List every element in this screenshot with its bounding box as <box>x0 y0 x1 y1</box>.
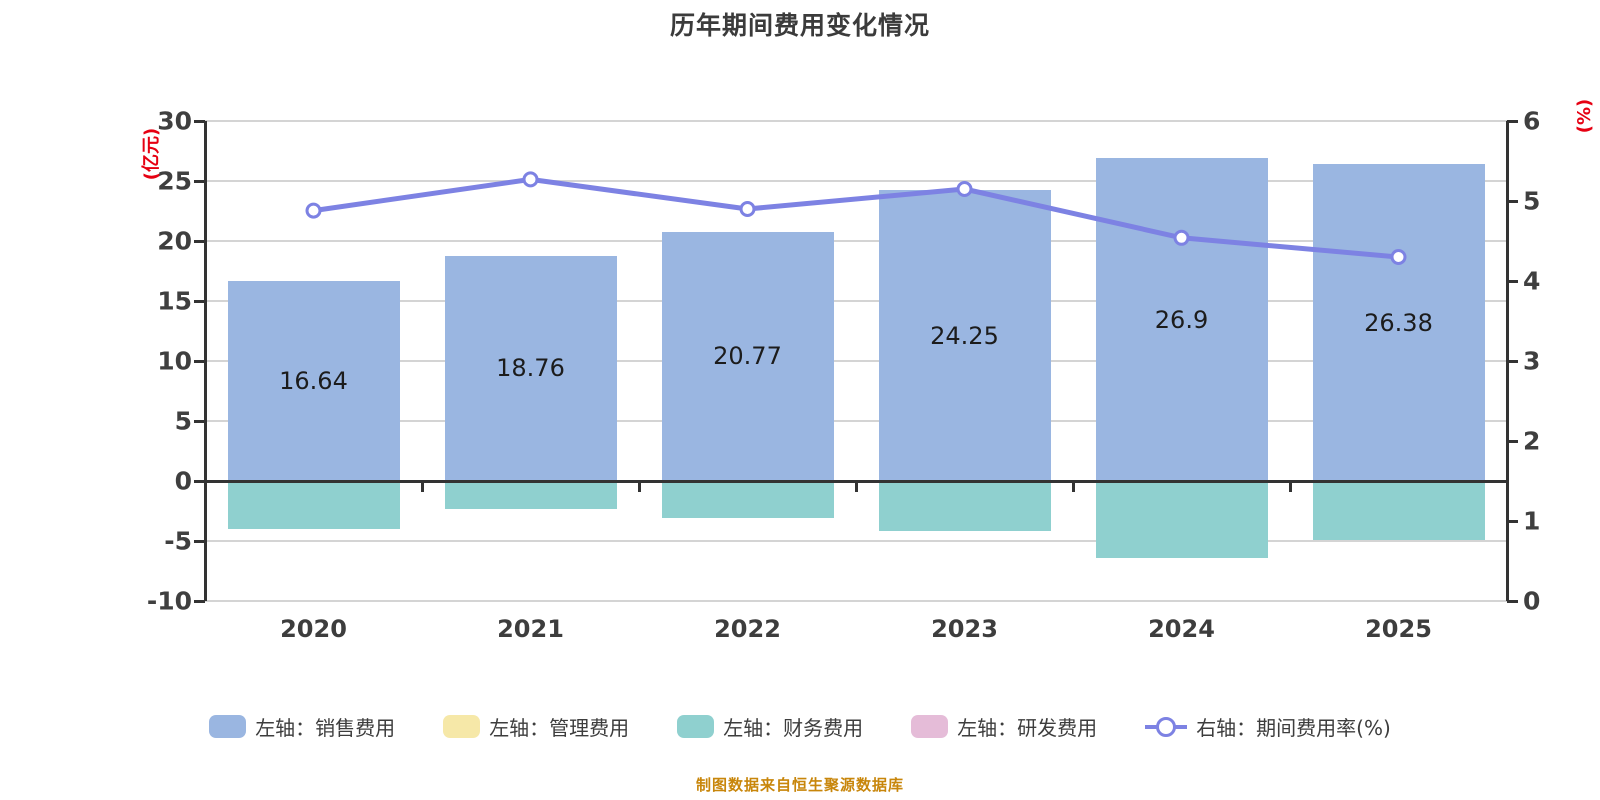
legend-swatch-icon <box>677 715 715 738</box>
right-axis-tick <box>1507 360 1518 363</box>
x-axis-tick <box>1289 481 1292 492</box>
x-axis-tick <box>855 481 858 492</box>
left-axis-tick <box>194 600 205 603</box>
right-axis-tick-label: 5 <box>1523 186 1541 216</box>
legend-line-marker-icon <box>1145 716 1188 737</box>
x-axis-category-label: 2020 <box>280 615 347 643</box>
bar-value-label: 26.9 <box>1154 305 1209 334</box>
gridline <box>205 360 1507 362</box>
right-axis-tick-label: 0 <box>1523 586 1541 616</box>
left-axis-tick-label: 20 <box>157 226 192 256</box>
bar-左轴：财务费用-2022 <box>661 481 834 518</box>
legend-item-3[interactable]: 左轴：研发费用 <box>911 712 1097 741</box>
bar-左轴：财务费用-2023 <box>878 481 1051 531</box>
gridline <box>205 300 1507 302</box>
left-axis-tick <box>194 240 205 243</box>
left-axis-line <box>204 121 207 601</box>
right-axis-tick-label: 2 <box>1523 426 1541 456</box>
bar-左轴：销售费用-2020 <box>227 281 400 481</box>
x-axis-tick <box>1072 481 1075 492</box>
x-axis-tick <box>421 481 424 492</box>
legend-swatch-icon <box>443 715 481 738</box>
left-axis-tick-label: 30 <box>157 106 192 136</box>
left-axis-tick <box>194 300 205 303</box>
legend-item-4[interactable]: 右轴：期间费用率(%) <box>1145 712 1391 741</box>
right-axis-tick <box>1507 520 1518 523</box>
left-axis-tick <box>194 420 205 423</box>
right-axis-tick-label: 3 <box>1523 346 1541 376</box>
bar-左轴：财务费用-2021 <box>444 481 617 509</box>
legend-label: 左轴：销售费用 <box>255 716 396 740</box>
left-axis-tick-label: 10 <box>157 346 192 376</box>
left-axis-tick-label: 25 <box>157 166 192 196</box>
bar-value-label: 16.64 <box>279 367 348 396</box>
legend-swatch-icon <box>911 715 949 738</box>
x-axis-category-label: 2021 <box>497 615 564 643</box>
bar-value-label: 26.38 <box>1364 308 1433 337</box>
left-axis-tick-label: -5 <box>164 526 192 556</box>
left-axis-tick <box>194 180 205 183</box>
legend-label: 左轴：管理费用 <box>489 716 630 740</box>
left-axis-tick <box>194 360 205 363</box>
left-axis-tick-label: 15 <box>157 286 192 316</box>
x-axis-category-label: 2023 <box>931 615 998 643</box>
legend-label: 左轴：研发费用 <box>957 716 1098 740</box>
legend-swatch-icon <box>209 715 247 738</box>
right-axis-tick-label: 6 <box>1523 106 1541 136</box>
rate-line-marker <box>739 201 756 217</box>
left-axis-tick <box>194 480 205 483</box>
legend-label: 左轴：财务费用 <box>723 716 864 740</box>
gridline <box>205 600 1507 602</box>
bar-左轴：财务费用-2025 <box>1312 481 1485 540</box>
x-axis-category-label: 2025 <box>1365 615 1432 643</box>
bar-左轴：财务费用-2024 <box>1095 481 1268 558</box>
x-axis-category-label: 2022 <box>714 615 781 643</box>
rate-line-marker <box>305 202 322 219</box>
gridline <box>205 540 1507 542</box>
right-axis-tick <box>1507 280 1518 283</box>
left-axis-tick <box>194 120 205 123</box>
right-axis-tick <box>1507 200 1518 203</box>
x-axis-tick <box>638 481 641 492</box>
x-axis-category-label: 2024 <box>1148 615 1215 643</box>
left-axis-tick-label: 5 <box>174 406 192 436</box>
bar-左轴：销售费用-2022 <box>661 231 834 481</box>
right-axis-tick <box>1507 600 1518 603</box>
left-axis-tick-label: -10 <box>146 586 192 616</box>
chart-legend: 左轴：销售费用 左轴：管理费用 左轴：财务费用 左轴：研发费用 右轴：期间费用率(%) <box>0 712 1600 741</box>
right-axis-tick-label: 4 <box>1523 266 1541 296</box>
left-axis-tick <box>194 540 205 543</box>
chart-title: 历年期间费用变化情况 <box>669 11 930 40</box>
legend-item-2[interactable]: 左轴：财务费用 <box>677 712 863 741</box>
gridline <box>205 120 1507 122</box>
bar-左轴：销售费用-2021 <box>444 255 617 481</box>
left-axis-tick-label: 0 <box>174 466 192 496</box>
right-axis-tick <box>1507 120 1518 123</box>
data-source-note: 制图数据来自恒生聚源数据库 <box>695 776 904 794</box>
gridline <box>205 420 1507 422</box>
bar-value-label: 20.77 <box>713 342 782 371</box>
legend-item-0[interactable]: 左轴：销售费用 <box>209 712 395 741</box>
legend-label: 右轴：期间费用率(%) <box>1196 716 1391 740</box>
bar-value-label: 24.25 <box>930 321 999 350</box>
legend-item-1[interactable]: 左轴：管理费用 <box>443 712 629 741</box>
right-axis-tick <box>1507 440 1518 443</box>
bar-左轴：财务费用-2020 <box>227 481 400 529</box>
bar-value-label: 18.76 <box>496 354 565 383</box>
right-axis-tick-label: 1 <box>1523 506 1541 536</box>
